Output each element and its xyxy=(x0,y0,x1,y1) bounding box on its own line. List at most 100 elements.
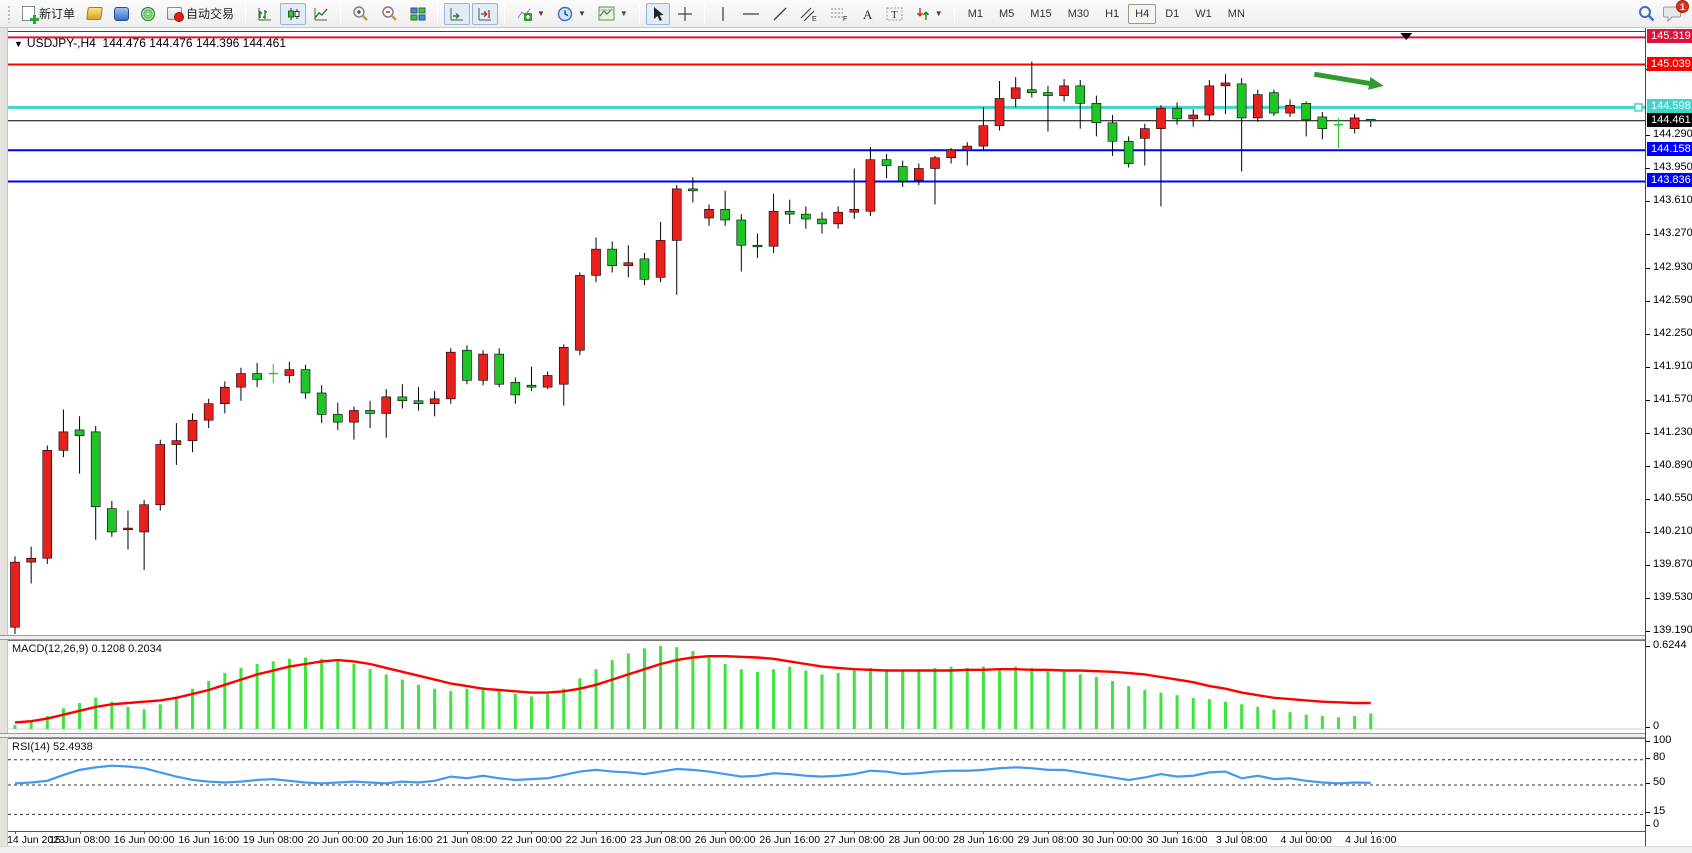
auto-scroll-button[interactable] xyxy=(444,2,471,25)
line-chart-button[interactable] xyxy=(308,3,334,25)
arrows-tool-button[interactable]: ▼ xyxy=(911,3,948,25)
cursor-icon xyxy=(653,6,664,21)
collapse-triangle-icon[interactable]: ▼ xyxy=(14,39,23,49)
text-tool-button[interactable]: A xyxy=(855,3,879,25)
time-tick xyxy=(983,831,985,834)
zoom-out-button[interactable] xyxy=(376,3,403,25)
time-tick xyxy=(402,831,404,834)
auto-trading-label: 自动交易 xyxy=(186,7,235,21)
auto-trading-button[interactable]: 自动交易 xyxy=(162,3,239,25)
chart-shift-button[interactable] xyxy=(472,2,499,25)
toolbar-grip[interactable] xyxy=(7,4,12,23)
clock-icon xyxy=(557,6,573,21)
line-chart-icon xyxy=(314,7,328,20)
time-label: 21 Jun 08:00 xyxy=(436,834,498,846)
price-axis[interactable]: 144.970144.290143.950143.610143.270142.9… xyxy=(1645,28,1692,847)
time-tick xyxy=(466,831,468,834)
auto-scroll-icon xyxy=(450,7,464,20)
trendline-tool-button[interactable] xyxy=(767,3,793,25)
time-tick xyxy=(208,831,210,834)
market-depth-button[interactable] xyxy=(82,3,107,25)
macd-chart[interactable] xyxy=(8,641,1645,732)
price-axis-tick: 143.610 xyxy=(1646,194,1692,206)
timeframe-h1-button[interactable]: H1 xyxy=(1105,7,1120,20)
time-tick xyxy=(531,831,533,834)
price-axis-tick: 142.590 xyxy=(1646,294,1692,306)
toolbar-separator xyxy=(638,3,640,24)
cursor-tool-button[interactable] xyxy=(645,2,670,25)
horizontal-line-tool-button[interactable] xyxy=(737,3,765,25)
zoom-in-button[interactable] xyxy=(347,3,374,25)
timeframe-m15-button[interactable]: M15 xyxy=(1030,7,1052,20)
price-axis-tick: 143.950 xyxy=(1646,161,1692,173)
periods-button[interactable]: ▼ xyxy=(552,3,591,25)
search-icon[interactable] xyxy=(1638,5,1655,22)
main-toolbar: 新订单 自动交易 ▼ ▼ xyxy=(0,0,1692,28)
chat-button[interactable]: 1 xyxy=(1663,0,1689,22)
templates-button[interactable]: ▼ xyxy=(593,3,633,25)
timeframe-m5-button[interactable]: M5 xyxy=(999,7,1015,20)
timeframe-w1-button[interactable]: W1 xyxy=(1195,7,1212,20)
notification-badge: 1 xyxy=(1676,0,1689,13)
time-label: 15 Jun 08:00 xyxy=(49,834,110,846)
rsi-panel[interactable]: RSI(14) 52.4938 xyxy=(8,738,1645,831)
panel-splitter[interactable] xyxy=(0,635,1692,640)
timeframe-d1-button[interactable]: D1 xyxy=(1165,7,1180,20)
time-label: 3 Jul 08:00 xyxy=(1215,834,1268,846)
time-axis[interactable]: 14 Jun 2023 15 Jun 08:00 16 Jun 00:00 16 Ju… xyxy=(7,831,1692,847)
price-axis-tick: 0 xyxy=(1646,818,1692,830)
periods-dropdown-caret: ▼ xyxy=(577,9,586,18)
toolbar-separator xyxy=(504,3,506,24)
price-axis-tick: 143.270 xyxy=(1646,227,1692,239)
time-tick xyxy=(15,831,16,834)
time-label: 20 Jun 16:00 xyxy=(372,834,433,846)
indicators-icon xyxy=(517,8,533,21)
equidistant-channel-tool-button[interactable]: E xyxy=(795,3,823,25)
vertical-line-tool-button[interactable] xyxy=(711,3,735,25)
indicators-dropdown-caret: ▼ xyxy=(537,9,545,18)
new-order-icon xyxy=(22,6,35,21)
fibonacci-tool-button[interactable]: F xyxy=(825,3,853,25)
time-tick xyxy=(337,831,339,834)
timeframe-m1-button[interactable]: M1 xyxy=(967,7,983,20)
timeframe-m30-button[interactable]: M30 xyxy=(1067,7,1090,20)
candlestick-chart-button[interactable] xyxy=(280,2,307,25)
time-label: 22 Jun 16:00 xyxy=(565,834,627,846)
auto-trading-icon xyxy=(167,7,185,22)
price-axis-tick: 141.230 xyxy=(1646,426,1692,438)
price-axis-tick: 142.930 xyxy=(1646,261,1692,273)
macd-panel[interactable]: MACD(12,26,9) 0.1208 0.2034 xyxy=(8,640,1645,731)
publisher-button[interactable] xyxy=(109,3,134,25)
toolbar-separator xyxy=(703,3,705,24)
time-tick xyxy=(1306,831,1308,834)
time-label: 19 Jun 08:00 xyxy=(242,834,304,846)
zoom-out-icon xyxy=(382,6,397,21)
panel-splitter[interactable] xyxy=(0,733,1692,738)
ohlc-values: 144.476 144.476 144.396 144.461 xyxy=(102,36,287,50)
time-tick xyxy=(79,831,81,834)
indicators-button[interactable]: ▼ xyxy=(511,3,550,25)
fibonacci-icon: F xyxy=(830,8,847,22)
signals-button[interactable] xyxy=(136,3,160,25)
rsi-chart[interactable] xyxy=(8,739,1645,832)
time-label: 16 Jun 00:00 xyxy=(113,834,175,846)
time-label: 23 Jun 08:00 xyxy=(630,834,691,846)
chart-window: ▼ USDJPY-,H4 144.476 144.476 144.396 144.… xyxy=(0,28,1692,847)
price-chart-panel[interactable]: ▼ USDJPY-,H4 144.476 144.476 144.396 144.… xyxy=(8,31,1645,635)
new-order-button[interactable]: 新订单 xyxy=(17,3,80,25)
hline-price-badge: 144.598 xyxy=(1647,99,1692,114)
arrows-dropdown-caret: ▼ xyxy=(934,9,943,18)
bar-chart-button[interactable] xyxy=(252,3,278,25)
bar-chart-icon xyxy=(258,7,272,20)
timeframe-mn-button[interactable]: MN xyxy=(1227,7,1245,20)
timeframe-h4-button[interactable]: H4 xyxy=(1128,3,1157,24)
time-label: 30 Jun 16:00 xyxy=(1146,834,1208,846)
tile-windows-button[interactable] xyxy=(405,3,431,25)
time-label: 30 Jun 00:00 xyxy=(1082,834,1143,846)
svg-text:E: E xyxy=(812,16,817,22)
text-label-tool-button[interactable]: T xyxy=(881,3,909,25)
crosshair-tool-button[interactable] xyxy=(672,3,698,25)
toolbar-separator xyxy=(953,3,955,24)
candlestick-chart[interactable] xyxy=(8,32,1645,635)
time-tick xyxy=(1370,831,1372,834)
